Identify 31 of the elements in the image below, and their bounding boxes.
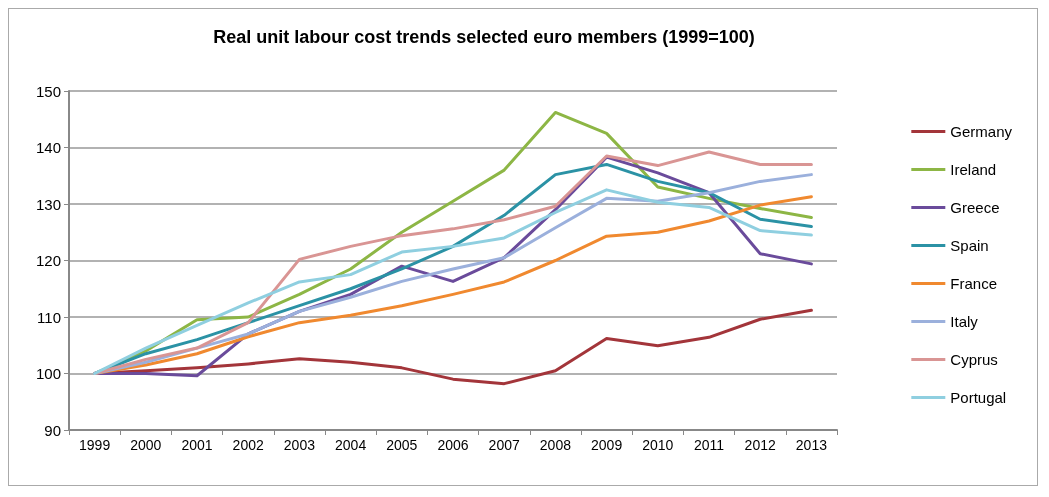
x-tick-label: 2007 bbox=[488, 437, 520, 453]
x-tick-label: 2012 bbox=[744, 437, 776, 453]
legend-label: Spain bbox=[950, 237, 989, 254]
x-tick-label: 2004 bbox=[335, 437, 367, 453]
legend-label: Cyprus bbox=[950, 351, 998, 368]
x-tick-label: 2010 bbox=[642, 437, 674, 453]
x-tick-label: 2000 bbox=[130, 437, 162, 453]
y-tick-label: 130 bbox=[35, 195, 61, 213]
legend-label: Ireland bbox=[950, 161, 997, 178]
legend-label: Italy bbox=[950, 313, 979, 330]
x-tick-label: 2009 bbox=[591, 437, 623, 453]
x-tick-label: 2006 bbox=[437, 437, 469, 453]
y-tick-label: 110 bbox=[37, 308, 61, 326]
x-tick-label: 1999 bbox=[79, 437, 111, 453]
y-tick-label: 120 bbox=[35, 252, 61, 269]
x-tick-label: 2011 bbox=[693, 437, 725, 453]
legend-label: Portugal bbox=[950, 389, 1007, 406]
x-tick-label: 2002 bbox=[232, 437, 264, 453]
x-tick-label: 2013 bbox=[795, 437, 828, 453]
x-tick-label: 2008 bbox=[539, 437, 572, 453]
x-tick-label: 2001 bbox=[181, 437, 213, 453]
y-tick-label: 150 bbox=[35, 82, 61, 100]
chart-title: Real unit labour cost trends selected euro members (1999=100) bbox=[213, 27, 755, 47]
x-tick-label: 2003 bbox=[283, 437, 316, 453]
legend-label: Germany bbox=[950, 123, 1013, 140]
y-tick-label: 90 bbox=[44, 421, 61, 439]
legend-label: Greece bbox=[950, 199, 1000, 216]
y-tick-label: 100 bbox=[35, 365, 61, 382]
x-tick-label: 2005 bbox=[386, 437, 418, 453]
y-tick-label: 140 bbox=[35, 139, 61, 156]
legend-label: France bbox=[950, 275, 997, 292]
